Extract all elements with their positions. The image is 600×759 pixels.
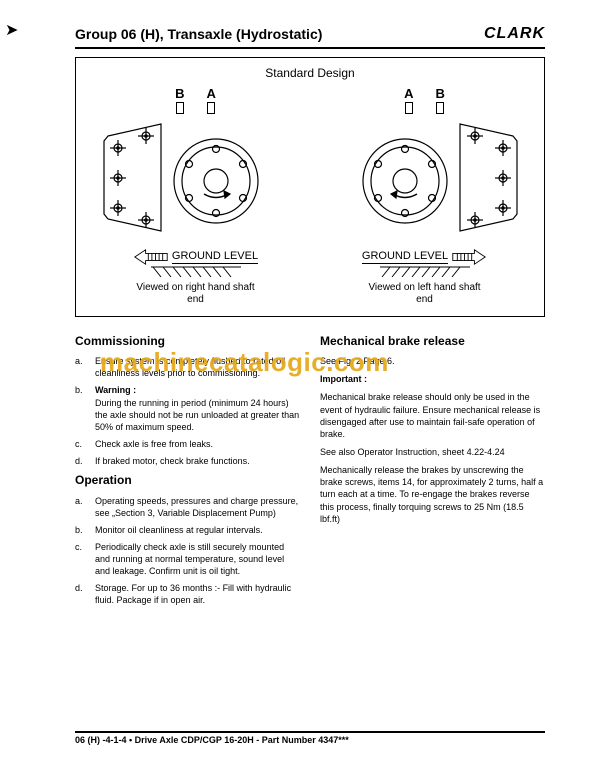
diagram-title: Standard Design: [86, 66, 534, 80]
mech-brake-heading: Mechanical brake release: [320, 333, 545, 349]
list-item: c. Check axle is free from leaks.: [75, 438, 300, 450]
list-item-text: Periodically check axle is still securel…: [95, 541, 300, 577]
list-item-body: During the running in period (minimum 24…: [95, 398, 299, 432]
left-caption: Viewed on right hand shaft end: [136, 282, 254, 306]
list-item-text: If braked motor, check brake functions.: [95, 455, 300, 467]
text-columns: Commissioning a. Ensure system is complet…: [75, 329, 545, 612]
list-item-body: Periodically check axle is still securel…: [95, 542, 284, 576]
left-ab-labels: B A: [175, 86, 216, 114]
list-item-bold: Warning :: [95, 385, 136, 395]
list-item-label: b.: [75, 384, 87, 433]
left-label-a: A: [207, 86, 216, 101]
list-item-body: Monitor oil cleanliness at regular inter…: [95, 525, 263, 535]
list-item-body: Ensure system is completely flushed to r…: [95, 356, 285, 378]
right-caption: Viewed on left hand shaft end: [368, 282, 480, 306]
list-item: b. Warning : During the running in period …: [75, 384, 300, 433]
left-ground-arrow: GROUND LEVEL: [133, 248, 258, 266]
arrow-left-icon: [133, 248, 169, 266]
list-item-text: Monitor oil cleanliness at regular inter…: [95, 524, 300, 536]
list-item-text: Warning : During the running in period (m…: [95, 384, 300, 433]
left-column: Commissioning a. Ensure system is complet…: [75, 329, 300, 612]
list-item-label: a.: [75, 355, 87, 379]
diagram-right-half: A B: [315, 86, 534, 306]
list-item-label: c.: [75, 438, 87, 450]
list-item-label: d.: [75, 582, 87, 606]
flange-left-icon: [96, 116, 296, 246]
port-icon: [176, 102, 184, 114]
port-icon: [405, 102, 413, 114]
list-item: b. Monitor oil cleanliness at regular int…: [75, 524, 300, 536]
list-item-text: Storage. For up to 36 months :- Fill wit…: [95, 582, 300, 606]
list-item-label: b.: [75, 524, 87, 536]
right-ground-label: GROUND LEVEL: [362, 250, 448, 264]
hatching-icon: [151, 266, 241, 278]
list-item-body: Operating speeds, pressures and charge p…: [95, 496, 298, 518]
page-container: Group 06 (H), Transaxle (Hydrostatic) CL…: [0, 0, 600, 622]
rc-p3: Mechanical brake release should only be …: [320, 391, 545, 440]
right-label-a: A: [404, 86, 413, 101]
diagram-left-half: B A: [86, 86, 305, 306]
list-item-text: Check axle is free from leaks.: [95, 438, 300, 450]
commissioning-heading: Commissioning: [75, 333, 300, 349]
hatching-icon: [380, 266, 470, 278]
list-item-body: Check axle is free from leaks.: [95, 439, 213, 449]
left-label-b: B: [175, 86, 184, 101]
list-item-text: Operating speeds, pressures and charge p…: [95, 495, 300, 519]
list-item: d. Storage. For up to 36 months :- Fill w…: [75, 582, 300, 606]
right-label-b: B: [436, 86, 445, 101]
list-item-body: Storage. For up to 36 months :- Fill wit…: [95, 583, 291, 605]
list-item-label: a.: [75, 495, 87, 519]
page-footer: 06 (H) -4-1-4 • Drive Axle CDP/CGP 16-20…: [75, 731, 545, 745]
arrow-right-icon: [451, 248, 487, 266]
list-item-label: d.: [75, 455, 87, 467]
list-item: a. Operating speeds, pressures and charge…: [75, 495, 300, 519]
port-icon: [207, 102, 215, 114]
list-item: c.Periodically check axle is still secur…: [75, 541, 300, 577]
rc-p5: Mechanically release the brakes by unscr…: [320, 464, 545, 525]
right-ground-arrow: GROUND LEVEL: [362, 248, 487, 266]
right-column: Mechanical brake release See Fig. 2 Page…: [320, 329, 545, 612]
rc-p1: See Fig. 2 Page 6.: [320, 355, 545, 367]
left-ground-label: GROUND LEVEL: [172, 250, 258, 264]
list-item: d. If braked motor, check brake functions…: [75, 455, 300, 467]
flange-right-icon: [325, 116, 525, 246]
rc-p4: See also Operator Instruction, sheet 4.2…: [320, 446, 545, 458]
list-item-body: If braked motor, check brake functions.: [95, 456, 250, 466]
page-header: Group 06 (H), Transaxle (Hydrostatic) CL…: [75, 25, 545, 49]
diagram-box: Standard Design B A: [75, 57, 545, 317]
brand-logo: CLARK: [484, 25, 545, 43]
cursor-icon: ➤: [5, 20, 18, 40]
group-title: Group 06 (H), Transaxle (Hydrostatic): [75, 26, 322, 42]
list-item-text: Ensure system is completely flushed to r…: [95, 355, 300, 379]
port-icon: [436, 102, 444, 114]
rc-important: Important :: [320, 373, 545, 385]
operation-heading: Operation: [75, 472, 300, 488]
list-item-label: c.: [75, 541, 87, 577]
right-ab-labels: A B: [404, 86, 445, 114]
list-item: a. Ensure system is completely flushed to…: [75, 355, 300, 379]
